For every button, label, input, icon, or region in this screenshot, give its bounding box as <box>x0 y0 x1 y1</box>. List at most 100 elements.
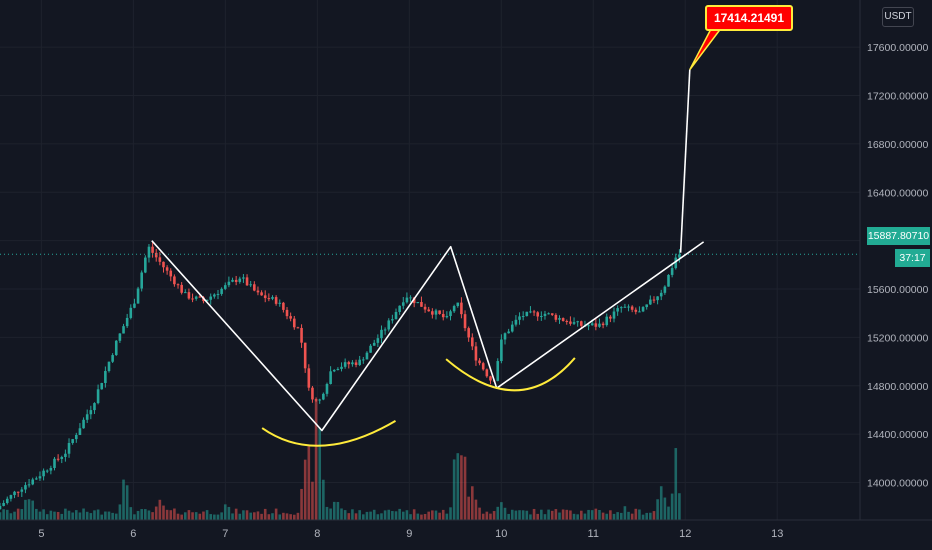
candle-body <box>376 338 380 343</box>
candle-body <box>380 329 383 339</box>
candle-body <box>205 299 209 302</box>
candle-body <box>332 369 336 372</box>
volume-bar <box>630 513 634 520</box>
candle-body <box>180 284 183 293</box>
volume-bar <box>311 481 314 520</box>
candle-body <box>191 298 194 300</box>
candle-countdown: 37:17 <box>895 249 930 267</box>
candle-body <box>369 345 372 353</box>
candle-body <box>64 453 67 457</box>
candle-body <box>638 311 641 313</box>
volume-bar <box>372 509 376 520</box>
volume-bar <box>263 508 267 520</box>
candle-body <box>147 246 151 258</box>
candle-body <box>630 306 634 310</box>
time-tick-label: 9 <box>406 528 412 540</box>
candle-body <box>300 327 303 343</box>
volume-bar <box>343 510 347 520</box>
candle-body <box>307 368 311 388</box>
volume-bar <box>35 508 38 520</box>
volume-bar <box>598 509 601 520</box>
candle-body <box>49 467 53 471</box>
volume-bar <box>151 512 154 520</box>
candle-body <box>619 307 623 309</box>
price-tick-label: 15600.00000 <box>867 284 928 296</box>
volume-bar <box>231 513 234 520</box>
volume-bar <box>253 512 256 520</box>
volume-bar <box>561 509 565 520</box>
candle-body <box>311 387 314 400</box>
candle-body <box>140 272 143 289</box>
candle-body <box>431 311 434 315</box>
candle-body <box>187 292 191 299</box>
volume-bar <box>619 512 623 520</box>
candle-body <box>249 284 252 286</box>
currency-button[interactable]: USDT <box>882 7 914 27</box>
candle-body <box>609 316 612 319</box>
volume-bar <box>0 512 2 520</box>
volume-bar <box>2 509 5 520</box>
candle-body <box>13 491 16 496</box>
volume-bar <box>13 511 16 520</box>
candle-body <box>445 316 449 318</box>
time-tick-label: 6 <box>130 528 136 540</box>
volume-bar <box>38 511 42 520</box>
volume-bar <box>398 508 401 520</box>
volume-bar <box>271 513 274 520</box>
candle-body <box>114 340 118 356</box>
candle-body <box>93 403 96 411</box>
candle-body <box>53 458 56 468</box>
candle-body <box>292 318 296 328</box>
volume-bar <box>525 510 529 520</box>
candle-body <box>478 360 481 364</box>
time-tick-label: 11 <box>588 528 599 540</box>
candle-body <box>89 410 93 415</box>
candle-body <box>100 383 104 390</box>
volume-bar <box>656 499 659 520</box>
candle-body <box>38 476 42 479</box>
volume-bar <box>576 514 579 520</box>
volume-bar <box>529 514 532 520</box>
candle-body <box>540 315 543 317</box>
candle-body <box>401 302 405 306</box>
volume-bar <box>45 514 49 520</box>
price-tick-label: 15200.00000 <box>867 332 928 344</box>
candle-body <box>659 292 663 297</box>
volume-bar <box>198 513 202 520</box>
candle-body <box>322 393 325 400</box>
price-callout: 17414.21491 <box>705 5 793 31</box>
volume-bar <box>24 499 27 520</box>
candle-body <box>398 305 401 312</box>
volume-bar <box>162 505 165 520</box>
candle-body <box>151 246 154 253</box>
time-axis[interactable]: 5 6 7 8 9 10 11 12 13 <box>38 528 783 540</box>
candle-body <box>27 484 31 486</box>
price-tick-label: 14400.00000 <box>867 429 928 441</box>
candle-body <box>111 355 114 362</box>
candle-body <box>209 296 213 300</box>
volume-bar <box>136 510 140 520</box>
candle-body <box>485 369 489 377</box>
volume-bar <box>296 512 300 520</box>
candle-body <box>481 363 485 370</box>
candle-body <box>104 371 107 384</box>
candle-body <box>9 495 13 499</box>
volume-bar <box>391 511 394 520</box>
candle-body <box>216 293 220 295</box>
candle-body <box>176 284 180 286</box>
volume-bar <box>49 510 53 520</box>
volume-bar <box>158 499 162 520</box>
candle-body <box>82 419 85 429</box>
volume-bar <box>416 513 420 520</box>
candle-body <box>24 485 27 490</box>
candle-body <box>427 309 431 312</box>
candle-body <box>529 311 532 313</box>
candle-body <box>347 362 351 365</box>
volume-bar <box>547 509 550 520</box>
volume-bar <box>565 509 569 520</box>
volume-bar <box>605 513 609 520</box>
volume-bar <box>438 512 441 520</box>
candle-body <box>416 302 420 304</box>
trend-line <box>151 240 705 432</box>
